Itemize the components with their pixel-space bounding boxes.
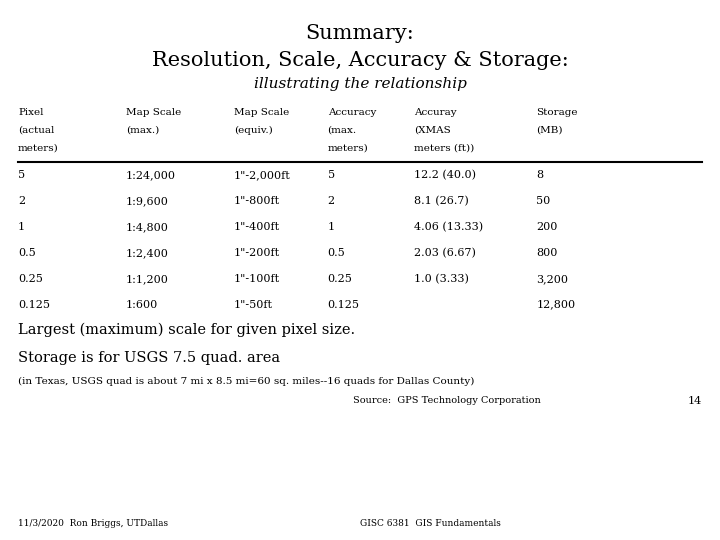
- Text: Source:  GPS Technology Corporation: Source: GPS Technology Corporation: [353, 396, 540, 405]
- Text: 3,200: 3,200: [536, 274, 568, 284]
- Text: 11/3/2020  Ron Briggs, UTDallas: 11/3/2020 Ron Briggs, UTDallas: [18, 519, 168, 528]
- Text: (equiv.): (equiv.): [234, 126, 273, 135]
- Text: meters): meters): [328, 144, 369, 153]
- Text: 1.0 (3.33): 1.0 (3.33): [414, 274, 469, 284]
- Text: Pixel: Pixel: [18, 108, 43, 117]
- Text: meters): meters): [18, 144, 59, 153]
- Text: 1"-400ft: 1"-400ft: [234, 222, 280, 232]
- Text: Accuracy: Accuracy: [328, 108, 376, 117]
- Text: 0.125: 0.125: [328, 300, 359, 310]
- Text: Resolution, Scale, Accuracy & Storage:: Resolution, Scale, Accuracy & Storage:: [152, 51, 568, 70]
- Text: 50: 50: [536, 196, 551, 206]
- Text: illustrating the relationship: illustrating the relationship: [253, 77, 467, 91]
- Text: 1:1,200: 1:1,200: [126, 274, 169, 284]
- Text: 2.03 (6.67): 2.03 (6.67): [414, 248, 476, 258]
- Text: (actual: (actual: [18, 126, 55, 135]
- Text: 1"-100ft: 1"-100ft: [234, 274, 280, 284]
- Text: 0.25: 0.25: [18, 274, 43, 284]
- Text: 1"-50ft: 1"-50ft: [234, 300, 273, 310]
- Text: 2: 2: [328, 196, 335, 206]
- Text: 1:9,600: 1:9,600: [126, 196, 169, 206]
- Text: 0.5: 0.5: [18, 248, 36, 258]
- Text: (max.: (max.: [328, 126, 356, 135]
- Text: 800: 800: [536, 248, 558, 258]
- Text: 2: 2: [18, 196, 25, 206]
- Text: 12.2 (40.0): 12.2 (40.0): [414, 170, 476, 180]
- Text: 8: 8: [536, 170, 544, 180]
- Text: Map Scale: Map Scale: [126, 108, 181, 117]
- Text: (XMAS: (XMAS: [414, 126, 451, 135]
- Text: GISC 6381  GIS Fundamentals: GISC 6381 GIS Fundamentals: [360, 519, 501, 528]
- Text: 5: 5: [328, 170, 335, 180]
- Text: 5: 5: [18, 170, 25, 180]
- Text: 1"-2,000ft: 1"-2,000ft: [234, 170, 291, 180]
- Text: 4.06 (13.33): 4.06 (13.33): [414, 222, 483, 232]
- Text: Accuray: Accuray: [414, 108, 456, 117]
- Text: 12,800: 12,800: [536, 300, 575, 310]
- Text: 14: 14: [688, 396, 702, 406]
- Text: 0.5: 0.5: [328, 248, 346, 258]
- Text: 1:4,800: 1:4,800: [126, 222, 169, 232]
- Text: (MB): (MB): [536, 126, 563, 135]
- Text: Storage: Storage: [536, 108, 578, 117]
- Text: 1: 1: [18, 222, 25, 232]
- Text: (in Texas, USGS quad is about 7 mi x 8.5 mi=60 sq. miles--16 quads for Dallas Co: (in Texas, USGS quad is about 7 mi x 8.5…: [18, 377, 474, 386]
- Text: (max.): (max.): [126, 126, 159, 135]
- Text: 1"-200ft: 1"-200ft: [234, 248, 280, 258]
- Text: 0.125: 0.125: [18, 300, 50, 310]
- Text: Summary:: Summary:: [305, 24, 415, 43]
- Text: 0.25: 0.25: [328, 274, 353, 284]
- Text: Largest (maximum) scale for given pixel size.: Largest (maximum) scale for given pixel …: [18, 323, 355, 338]
- Text: meters (ft)): meters (ft)): [414, 144, 474, 153]
- Text: 1:600: 1:600: [126, 300, 158, 310]
- Text: 1:2,400: 1:2,400: [126, 248, 169, 258]
- Text: 200: 200: [536, 222, 558, 232]
- Text: 1:24,000: 1:24,000: [126, 170, 176, 180]
- Text: Map Scale: Map Scale: [234, 108, 289, 117]
- Text: 8.1 (26.7): 8.1 (26.7): [414, 196, 469, 206]
- Text: Storage is for USGS 7.5 quad. area: Storage is for USGS 7.5 quad. area: [18, 351, 280, 365]
- Text: 1"-800ft: 1"-800ft: [234, 196, 280, 206]
- Text: 1: 1: [328, 222, 335, 232]
